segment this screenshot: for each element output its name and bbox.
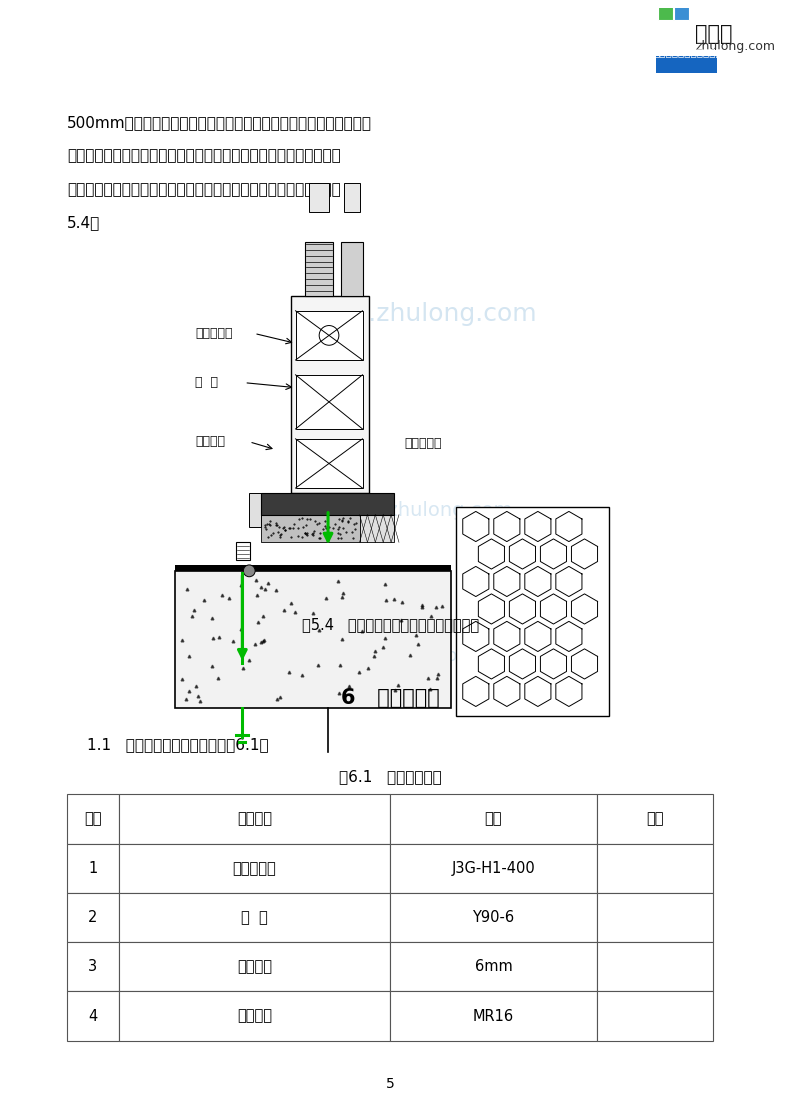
Text: 铝合金外框: 铝合金外框	[195, 327, 233, 340]
Text: www.zhulong.com: www.zhulong.com	[335, 502, 512, 521]
Text: www.zhulong.com: www.zhulong.com	[310, 301, 538, 326]
Text: 2: 2	[88, 911, 97, 925]
Bar	[674, 6, 688, 20]
Bar	[119, 991, 390, 1040]
Text: 3: 3	[88, 960, 97, 974]
Bar	[67, 991, 119, 1040]
Bar	[310, 183, 329, 213]
Text: 图5.4   增设钔副框的铝合金窗安装示意图: 图5.4 增设钔副框的铝合金窗安装示意图	[302, 617, 478, 632]
Bar	[597, 942, 714, 991]
Bar	[295, 310, 363, 360]
Bar	[390, 794, 597, 843]
Text: 冲击电锤: 冲击电锤	[237, 1009, 272, 1024]
Text: 外密封胶: 外密封胶	[195, 436, 225, 448]
Text: 型号: 型号	[485, 812, 502, 827]
Bar	[658, 6, 673, 20]
Bar	[390, 843, 597, 893]
Text: J3G-H1-400: J3G-H1-400	[451, 861, 535, 876]
Bar	[119, 942, 390, 991]
Text: 发泡剂填充: 发泡剂填充	[404, 437, 441, 450]
Bar	[67, 794, 119, 843]
Bar	[119, 843, 390, 893]
Bar	[67, 893, 119, 942]
Text: 台  钒: 台 钒	[241, 911, 268, 925]
Bar	[656, 56, 717, 74]
Text: 手提电钒: 手提电钒	[237, 960, 272, 974]
Bar	[390, 991, 597, 1040]
Text: 5.4。: 5.4。	[67, 215, 101, 231]
Text: 筑龙网: 筑龙网	[695, 25, 733, 44]
Bar	[67, 942, 119, 991]
Bar	[261, 493, 394, 515]
Text: 1: 1	[88, 861, 97, 876]
Bar	[175, 564, 451, 571]
Bar	[597, 893, 714, 942]
Text: 4: 4	[88, 1009, 97, 1024]
Bar	[67, 843, 119, 893]
Bar	[344, 183, 360, 213]
Bar	[360, 515, 394, 542]
Bar	[175, 571, 451, 708]
Bar	[261, 515, 360, 542]
Bar	[674, 0, 688, 4]
Bar	[291, 296, 369, 493]
Text: 框之间空隙填充密实，最后用密封胶将铝合金外框与抄灰层（或外墙: 框之间空隙填充密实，最后用密封胶将铝合金外框与抄灰层（或外墙	[67, 148, 341, 164]
Text: 备注: 备注	[646, 812, 664, 827]
Text: 500mm，且每边不少于两个，固定后，用发泡剂将铝合金窗框及钔副: 500mm，且每边不少于两个，固定后，用发泡剂将铝合金窗框及钔副	[67, 114, 372, 130]
Text: 蜗  钉: 蜗 钉	[195, 376, 218, 389]
Text: 砂轮切割机: 砂轮切割机	[233, 861, 276, 876]
Text: 序号: 序号	[84, 812, 101, 827]
Bar	[237, 542, 250, 560]
Bar	[597, 843, 714, 893]
Text: 衩6.1   主要设备用表: 衩6.1 主要设备用表	[339, 768, 441, 784]
Bar	[597, 794, 714, 843]
Bar	[597, 991, 714, 1040]
Text: zhulong.com: zhulong.com	[695, 40, 775, 53]
Text: 6   材料与设备: 6 材料与设备	[341, 688, 440, 708]
Bar	[295, 375, 363, 429]
Text: 机械名称: 机械名称	[237, 812, 272, 827]
Bar	[295, 439, 363, 488]
Bar	[306, 242, 333, 296]
Text: MR16: MR16	[473, 1009, 514, 1024]
Bar	[658, 0, 673, 4]
Circle shape	[243, 564, 255, 577]
Bar	[119, 893, 390, 942]
Text: 6mm: 6mm	[474, 960, 512, 974]
Bar	[119, 794, 390, 843]
Bar	[341, 242, 363, 296]
Text: 建筑资料下载就在筑龙网: 建筑资料下载就在筑龙网	[653, 47, 722, 57]
Text: 保温层）接触处的阴角密封，防止雨水从窗框与钔副框间渗入。见图: 保温层）接触处的阴角密封，防止雨水从窗框与钔副框间渗入。见图	[67, 181, 341, 197]
Bar	[456, 507, 609, 716]
Text: www.zhulong.com: www.zhulong.com	[367, 646, 519, 664]
Bar	[390, 893, 597, 942]
Text: 1.1   主要设备及仪器用表，见表6.1：: 1.1 主要设备及仪器用表，见表6.1：	[86, 737, 268, 753]
Bar	[249, 493, 261, 528]
Bar	[390, 942, 597, 991]
Text: 5: 5	[386, 1077, 394, 1091]
Text: Y90-6: Y90-6	[473, 911, 515, 925]
